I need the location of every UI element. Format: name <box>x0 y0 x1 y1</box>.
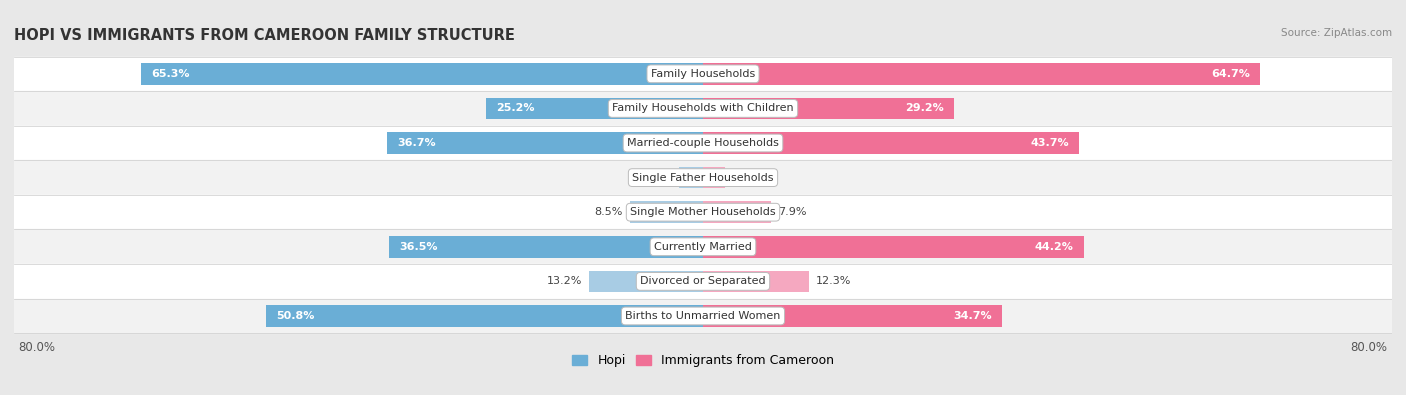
Text: Married-couple Households: Married-couple Households <box>627 138 779 148</box>
Text: 25.2%: 25.2% <box>496 103 534 113</box>
Bar <box>14 56 1392 91</box>
Bar <box>14 195 1392 229</box>
Text: 36.7%: 36.7% <box>398 138 436 148</box>
Bar <box>266 305 703 327</box>
Bar <box>486 98 703 119</box>
Bar <box>14 91 1392 126</box>
Legend: Hopi, Immigrants from Cameroon: Hopi, Immigrants from Cameroon <box>567 350 839 372</box>
Text: 13.2%: 13.2% <box>547 276 582 286</box>
Bar <box>630 201 703 223</box>
Text: 2.5%: 2.5% <box>731 173 759 182</box>
Bar <box>141 63 703 85</box>
Text: 50.8%: 50.8% <box>276 311 314 321</box>
Text: 12.3%: 12.3% <box>815 276 851 286</box>
Text: Family Households: Family Households <box>651 69 755 79</box>
Text: 43.7%: 43.7% <box>1031 138 1069 148</box>
Text: 36.5%: 36.5% <box>399 242 437 252</box>
Text: Family Households with Children: Family Households with Children <box>612 103 794 113</box>
Text: Currently Married: Currently Married <box>654 242 752 252</box>
Bar <box>703 167 724 188</box>
Bar <box>387 132 703 154</box>
Text: 80.0%: 80.0% <box>1351 341 1388 354</box>
Bar <box>14 126 1392 160</box>
Text: HOPI VS IMMIGRANTS FROM CAMEROON FAMILY STRUCTURE: HOPI VS IMMIGRANTS FROM CAMEROON FAMILY … <box>14 28 515 43</box>
Bar <box>703 201 770 223</box>
Text: 7.9%: 7.9% <box>778 207 807 217</box>
Bar <box>14 264 1392 299</box>
Text: Births to Unmarried Women: Births to Unmarried Women <box>626 311 780 321</box>
Text: Source: ZipAtlas.com: Source: ZipAtlas.com <box>1281 28 1392 38</box>
Text: 64.7%: 64.7% <box>1211 69 1250 79</box>
Bar <box>14 229 1392 264</box>
Text: 34.7%: 34.7% <box>953 311 991 321</box>
Bar <box>388 236 703 258</box>
Bar <box>703 271 808 292</box>
Text: 65.3%: 65.3% <box>150 69 190 79</box>
Text: Divorced or Separated: Divorced or Separated <box>640 276 766 286</box>
Bar <box>703 98 955 119</box>
Bar <box>703 63 1260 85</box>
Text: 8.5%: 8.5% <box>595 207 623 217</box>
Text: 2.8%: 2.8% <box>644 173 672 182</box>
Text: 80.0%: 80.0% <box>18 341 55 354</box>
Text: 29.2%: 29.2% <box>905 103 945 113</box>
Bar <box>589 271 703 292</box>
Bar <box>703 132 1080 154</box>
Text: Single Father Households: Single Father Households <box>633 173 773 182</box>
Text: Single Mother Households: Single Mother Households <box>630 207 776 217</box>
Bar <box>14 299 1392 333</box>
Bar <box>703 305 1002 327</box>
Bar <box>14 160 1392 195</box>
Text: 44.2%: 44.2% <box>1035 242 1073 252</box>
Bar <box>703 236 1084 258</box>
Bar <box>679 167 703 188</box>
